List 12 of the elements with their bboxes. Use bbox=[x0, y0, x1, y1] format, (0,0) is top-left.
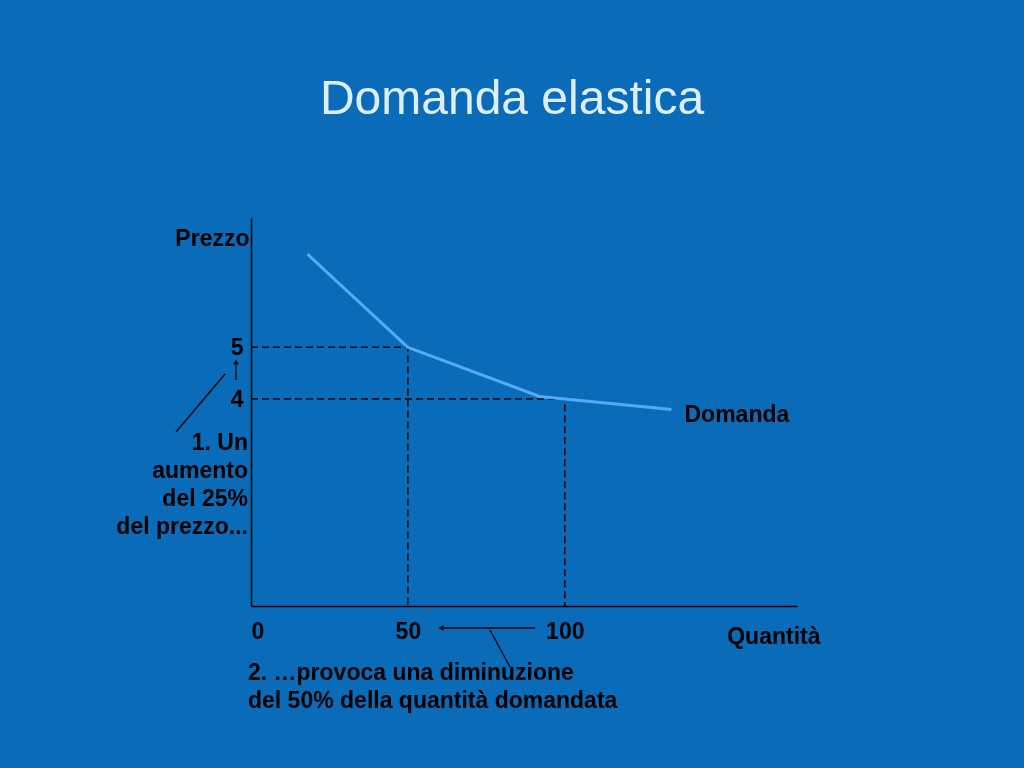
x-tick-label: 50 bbox=[395, 617, 422, 644]
y-tick-label: 4 bbox=[230, 385, 244, 412]
text: 2. …provoca una diminuzione del 50% della quantità domandata bbox=[248, 659, 618, 713]
y-tick-label: 5 bbox=[230, 333, 244, 360]
x-tick-label: 0 bbox=[251, 617, 265, 644]
text: 1. Un aumento del 25% del prezzo... bbox=[116, 429, 248, 539]
series-label: Domanda bbox=[684, 401, 790, 428]
line-series bbox=[305, 252, 673, 411]
x-tick-label: 100 bbox=[546, 617, 585, 644]
x-axis-title: Quantità bbox=[727, 622, 821, 649]
chart-title: Domanda elastica bbox=[319, 71, 705, 124]
y-axis-title: Prezzo bbox=[175, 224, 250, 251]
